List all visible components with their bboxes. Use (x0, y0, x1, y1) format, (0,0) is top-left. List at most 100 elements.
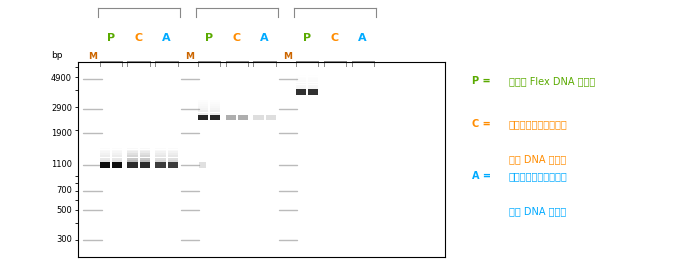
Bar (168, 162, 178, 168)
Bar (197, 108, 208, 110)
Text: A: A (359, 33, 367, 43)
Text: 300: 300 (56, 235, 72, 244)
Bar (127, 160, 137, 162)
Text: 2900: 2900 (51, 104, 72, 113)
Text: 4900: 4900 (51, 74, 72, 83)
Text: 基于化学修饰机制的热: 基于化学修饰机制的热 (509, 119, 568, 129)
Bar (168, 151, 178, 153)
Text: A: A (260, 33, 269, 43)
Bar (253, 115, 264, 120)
Bar (127, 148, 137, 149)
Bar (197, 115, 208, 120)
Bar (296, 77, 306, 78)
Bar (168, 158, 178, 160)
Bar (156, 151, 166, 153)
Bar (210, 106, 220, 108)
Bar (308, 89, 318, 95)
Text: A =: A = (472, 171, 491, 181)
Bar (100, 150, 110, 151)
Bar (197, 106, 208, 108)
Bar (156, 160, 166, 162)
Bar (210, 102, 220, 104)
Bar (140, 153, 150, 155)
Bar (296, 80, 306, 82)
Text: 启动 DNA 聚合酶: 启动 DNA 聚合酶 (509, 206, 566, 216)
Text: C: C (135, 33, 143, 43)
Bar (308, 79, 318, 80)
Text: C =: C = (472, 119, 491, 129)
Bar (168, 160, 178, 162)
Bar (140, 146, 150, 147)
Bar (296, 85, 306, 87)
Bar (308, 80, 318, 82)
Bar (127, 156, 137, 157)
Bar (210, 100, 220, 102)
Bar (127, 150, 137, 151)
Bar (100, 162, 110, 168)
Text: 1900: 1900 (51, 129, 72, 138)
Bar (156, 156, 166, 157)
Bar (140, 156, 150, 157)
Bar (197, 110, 208, 112)
Bar (168, 148, 178, 149)
Bar (140, 158, 150, 160)
Bar (308, 73, 318, 75)
Bar (156, 150, 166, 151)
Bar (156, 153, 166, 155)
Text: 1100: 1100 (51, 160, 72, 169)
Text: C: C (331, 33, 339, 43)
Bar (112, 158, 122, 160)
Bar (127, 162, 137, 168)
Bar (296, 87, 306, 89)
Text: M: M (185, 52, 194, 61)
Text: P: P (303, 33, 311, 43)
Bar (168, 150, 178, 151)
Bar (112, 150, 122, 151)
Bar (100, 146, 110, 147)
Bar (140, 148, 150, 149)
Bar (140, 150, 150, 151)
Bar (140, 160, 150, 162)
Text: 500: 500 (56, 206, 72, 215)
Bar (100, 160, 110, 162)
Bar (296, 79, 306, 80)
Bar (308, 87, 318, 89)
Bar (156, 162, 166, 168)
Text: A: A (162, 33, 171, 43)
Bar (296, 75, 306, 76)
Bar (112, 153, 122, 155)
Bar (168, 156, 178, 157)
Bar (210, 112, 220, 115)
Bar (197, 102, 208, 104)
Bar (200, 162, 206, 168)
Bar (197, 100, 208, 102)
Bar (127, 146, 137, 147)
Bar (112, 162, 122, 168)
Bar (112, 160, 122, 162)
Bar (100, 153, 110, 155)
Text: 热启动 Flex DNA 聚合酶: 热启动 Flex DNA 聚合酶 (509, 76, 595, 86)
Bar (296, 83, 306, 85)
Bar (197, 112, 208, 115)
Bar (100, 151, 110, 153)
Text: C: C (233, 33, 241, 43)
Bar (140, 151, 150, 153)
Text: 启动 DNA 聚合酶: 启动 DNA 聚合酶 (509, 154, 566, 164)
Bar (210, 99, 220, 100)
Bar (296, 89, 306, 95)
Bar (127, 158, 137, 160)
Bar (140, 162, 150, 168)
Bar (156, 146, 166, 147)
Bar (238, 115, 248, 120)
Bar (197, 99, 208, 100)
Bar (210, 108, 220, 110)
Bar (197, 104, 208, 106)
Bar (156, 148, 166, 149)
Bar (210, 110, 220, 112)
Text: P =: P = (472, 76, 491, 86)
Bar (112, 146, 122, 147)
Bar (112, 151, 122, 153)
Text: 基于抗体结合机制的热: 基于抗体结合机制的热 (509, 171, 568, 181)
Text: P: P (106, 33, 115, 43)
Bar (226, 115, 236, 120)
